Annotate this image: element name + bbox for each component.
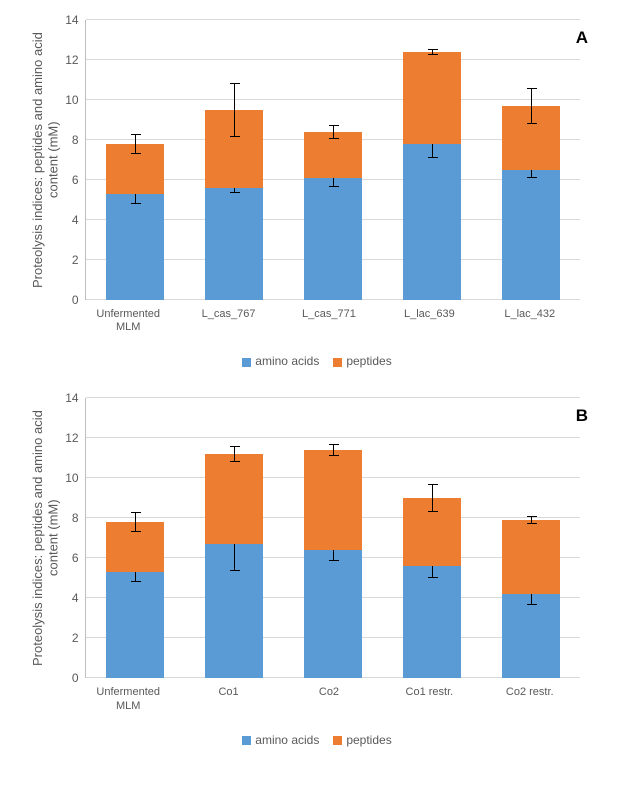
x-tick-label: L_lac_639 xyxy=(394,308,464,334)
x-tick-label: L_cas_767 xyxy=(194,308,264,334)
bar xyxy=(403,52,461,300)
segment-amino-acids xyxy=(403,566,461,678)
y-axis-label: Proteolysis indices: peptides and amino … xyxy=(30,398,61,678)
segment-amino-acids xyxy=(205,544,263,678)
segment-peptides xyxy=(403,498,461,566)
segment-peptides xyxy=(502,106,560,170)
x-tick-label: L_lac_432 xyxy=(495,308,565,334)
segment-amino-acids xyxy=(502,170,560,300)
segment-peptides xyxy=(304,132,362,178)
x-tick-label: Unfermented MLM xyxy=(93,686,163,712)
x-tick-label: Co1 restr. xyxy=(394,686,464,712)
segment-amino-acids xyxy=(304,178,362,300)
y-axis: 14121086420 xyxy=(65,398,84,678)
x-tick-label: L_cas_771 xyxy=(294,308,364,334)
x-tick-label: Co1 xyxy=(194,686,264,712)
legend-swatch-peptides xyxy=(333,736,342,745)
x-tick-label: Unfermented MLM xyxy=(93,308,163,334)
segment-peptides xyxy=(205,454,263,544)
x-tick-label: Co2 xyxy=(294,686,364,712)
bar xyxy=(304,450,362,678)
segment-amino-acids xyxy=(502,594,560,678)
x-axis: Unfermented MLM L_cas_767 L_cas_771 L_lac_6… xyxy=(78,308,580,334)
segment-amino-acids xyxy=(106,572,164,678)
bar xyxy=(106,144,164,300)
legend-swatch-peptides xyxy=(333,358,342,367)
segment-peptides xyxy=(106,522,164,572)
segment-peptides xyxy=(403,52,461,144)
bar xyxy=(502,106,560,300)
legend: amino acids peptides xyxy=(20,354,600,368)
legend-label: peptides xyxy=(346,733,391,747)
plot-area xyxy=(85,398,580,678)
segment-amino-acids xyxy=(205,188,263,300)
y-axis-label: Proteolysis indices: peptides and amino … xyxy=(30,20,61,300)
x-axis: Unfermented MLM Co1 Co2 Co1 restr. Co2 restr… xyxy=(78,686,580,712)
bar xyxy=(403,498,461,678)
legend: amino acids peptides xyxy=(20,733,600,747)
bar xyxy=(205,110,263,300)
segment-peptides xyxy=(106,144,164,194)
x-tick-label: Co2 restr. xyxy=(495,686,565,712)
y-axis: 14121086420 xyxy=(65,20,84,300)
bar xyxy=(304,132,362,300)
legend-swatch-amino xyxy=(242,358,251,367)
legend-label: peptides xyxy=(346,354,391,368)
legend-label: amino acids xyxy=(255,354,319,368)
segment-amino-acids xyxy=(403,144,461,300)
bar xyxy=(106,522,164,678)
bar xyxy=(205,454,263,678)
segment-amino-acids xyxy=(106,194,164,300)
segment-peptides xyxy=(502,520,560,594)
legend-label: amino acids xyxy=(255,733,319,747)
segment-peptides xyxy=(304,450,362,550)
plot-area xyxy=(85,20,580,300)
segment-amino-acids xyxy=(304,550,362,678)
bar xyxy=(502,520,560,678)
segment-peptides xyxy=(205,110,263,188)
legend-swatch-amino xyxy=(242,736,251,745)
